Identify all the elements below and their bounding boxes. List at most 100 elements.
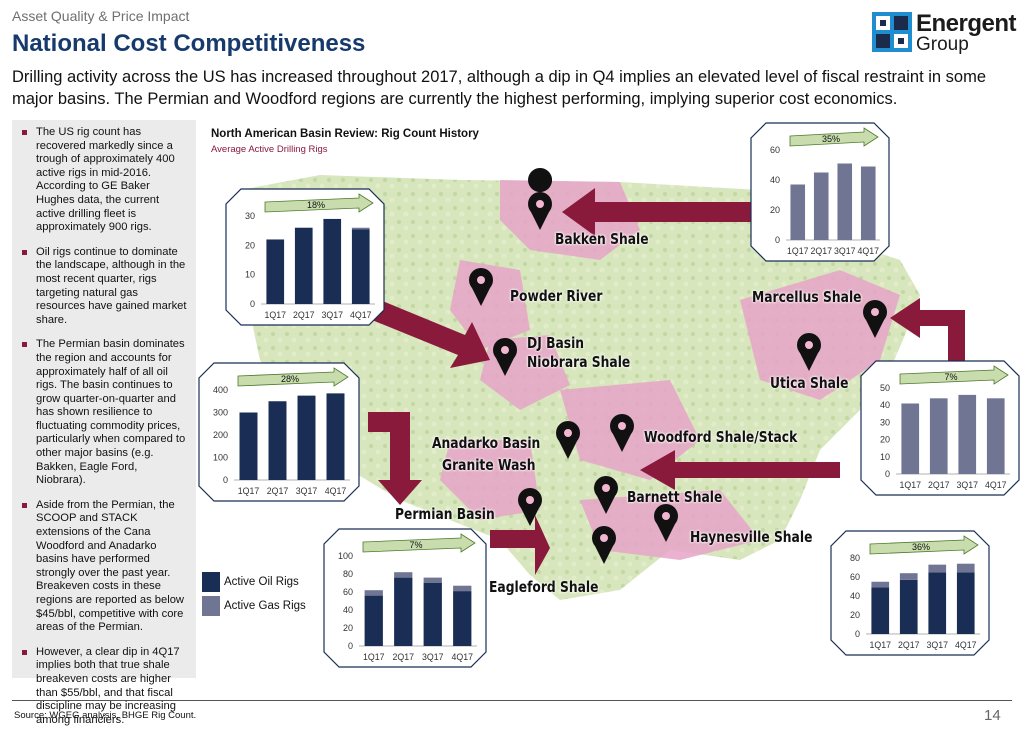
label-niobrara: Niobrara Shale (527, 353, 631, 371)
y-tick-label: 300 (213, 408, 228, 418)
x-tick-label: 2Q17 (293, 310, 315, 320)
chart-permian: 0 20 40 60 80 100 1Q17 2Q17 3Q17 4Q17 7% (323, 528, 487, 668)
bar-oil (899, 579, 918, 634)
growth-arrow (362, 533, 476, 553)
chart-dj-niobrara: 0 100 200 300 400 1Q17 2Q17 3Q17 4Q17 28% (198, 362, 360, 502)
y-tick-label: 20 (880, 435, 890, 445)
bullet-item: Oil rigs continue to dominate the landsc… (20, 246, 188, 328)
bar-oil (394, 577, 413, 646)
label-haynesville: Haynesville Shale (690, 528, 813, 546)
bar-oil (956, 572, 975, 634)
y-tick-label: 80 (343, 569, 353, 579)
bar-gas (986, 398, 1005, 474)
bar-gas (453, 585, 472, 592)
y-tick-label: 0 (223, 475, 228, 485)
x-tick-label: 3Q17 (321, 310, 343, 320)
bar-oil (351, 229, 370, 304)
x-tick-label: 1Q17 (869, 640, 891, 650)
growth-label: 35% (822, 134, 840, 144)
y-tick-label: 200 (213, 430, 228, 440)
growth-arrow (899, 365, 1009, 385)
y-tick-label: 20 (245, 240, 255, 250)
label-permian: Permian Basin (395, 505, 495, 523)
bar-chart-svg: 0 100 200 300 400 1Q17 2Q17 3Q17 4Q17 28% (198, 362, 360, 502)
us-basin-map (240, 168, 965, 600)
bar-oil (323, 218, 342, 304)
x-tick-label: 3Q17 (926, 640, 948, 650)
x-tick-label: 2Q17 (928, 480, 950, 490)
bullet-text: The US rig count has recovered markedly … (36, 126, 175, 234)
map-title: North American Basin Review: Rig Count H… (211, 128, 479, 140)
bar-gas (813, 172, 829, 240)
y-tick-label: 10 (880, 452, 890, 462)
legend-oil-swatch (202, 572, 220, 592)
x-tick-label: 4Q17 (325, 486, 347, 496)
x-tick-label: 1Q17 (238, 486, 260, 496)
chart-bakken: 0 10 20 30 1Q17 2Q17 3Q17 4Q17 18% (225, 188, 385, 326)
bullet-text: Oil rigs continue to dominate the landsc… (36, 245, 187, 326)
basin-pins (469, 168, 887, 564)
y-tick-label: 80 (850, 553, 860, 563)
growth-arrow (264, 193, 374, 213)
callout-arrows (368, 188, 965, 575)
x-tick-label: 1Q17 (899, 480, 921, 490)
bullet-item: The US rig count has recovered markedly … (20, 126, 188, 235)
x-tick-label: 2Q17 (810, 246, 832, 256)
y-tick-label: 0 (855, 629, 860, 639)
y-tick-label: 10 (245, 270, 255, 280)
bar-gas (929, 398, 948, 474)
y-tick-label: 20 (343, 623, 353, 633)
commentary-panel: The US rig count has recovered markedly … (12, 120, 196, 726)
map-subtitle: Average Active Drilling Rigs (211, 144, 328, 155)
growth-label: 28% (281, 374, 299, 384)
company-logo: Energent Group (872, 10, 1017, 56)
y-tick-label: 40 (770, 175, 780, 185)
x-tick-label: 2Q17 (267, 486, 289, 496)
bar-oil (239, 412, 258, 480)
y-tick-label: 60 (850, 572, 860, 582)
bullet-text: However, a clear dip in 4Q17 implies bot… (36, 645, 180, 726)
bar-oil (294, 227, 313, 304)
y-tick-label: 20 (770, 205, 780, 215)
y-tick-label: 50 (880, 383, 890, 393)
bar-chart-svg: 0 20 40 60 80 1Q17 2Q17 3Q17 4Q17 36% (830, 530, 990, 656)
bar-oil (297, 395, 316, 480)
x-tick-label: 2Q17 (392, 652, 414, 662)
bar-gas (423, 577, 442, 583)
section-eyebrow: Asset Quality & Price Impact (12, 8, 190, 24)
chart-utica: 0 10 20 30 40 50 1Q17 2Q17 3Q17 4Q17 7% (860, 360, 1020, 496)
bullet-text: Aside from the Permian, the SCOOP and ST… (36, 498, 185, 634)
logo-name: Energent (916, 10, 1017, 37)
growth-arrow (869, 535, 979, 555)
bar-oil (268, 401, 287, 480)
legend-gas-label: Active Gas Rigs (224, 600, 306, 612)
x-tick-label: 3Q17 (296, 486, 318, 496)
bar-oil (266, 239, 285, 304)
bar-gas (790, 184, 806, 240)
legend-gas-swatch (202, 596, 220, 616)
bar-oil (423, 583, 442, 646)
label-anadarko: Anadarko Basin (432, 434, 541, 452)
bar-gas (899, 573, 918, 580)
x-tick-label: 3Q17 (956, 480, 978, 490)
bar-oil (326, 393, 345, 480)
bar-oil (871, 587, 890, 634)
bar-gas (958, 394, 977, 474)
growth-label: 7% (409, 540, 422, 550)
bar-chart-svg: 0 10 20 30 40 50 1Q17 2Q17 3Q17 4Q17 7% (860, 360, 1020, 496)
bullet-item: Aside from the Permian, the SCOOP and ST… (20, 499, 188, 635)
us-landmass (240, 175, 920, 600)
footer-divider (12, 700, 1012, 701)
y-tick-label: 0 (775, 235, 780, 245)
bar-gas (364, 590, 383, 596)
x-tick-label: 3Q17 (834, 246, 856, 256)
bar-oil (453, 591, 472, 646)
y-tick-label: 0 (885, 469, 890, 479)
bar-oil (364, 595, 383, 646)
legend-gas: Active Gas Rigs (202, 596, 362, 618)
y-tick-label: 400 (213, 385, 228, 395)
bullet-text: The Permian basin dominates the region a… (36, 338, 186, 487)
y-tick-label: 30 (245, 211, 255, 221)
source-note: Source: WGEG analysis, BHGE Rig Count. (14, 710, 197, 721)
bar-gas (901, 403, 920, 474)
